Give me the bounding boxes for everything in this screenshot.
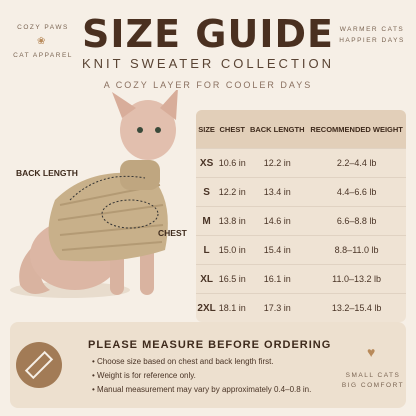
table-cell: 16.1 in <box>247 264 308 294</box>
table-cell: 11.0–13.2 lb <box>307 264 406 294</box>
brand-name: COZY PAWS <box>17 24 69 31</box>
tagline: WARMER CATS <box>339 26 405 33</box>
table-cell: 17.3 in <box>247 293 308 322</box>
column-header: SIZE <box>196 110 218 149</box>
ruler-icon <box>16 342 62 388</box>
table-cell: 12.2 in <box>217 177 248 207</box>
title: SIZE GUIDE <box>82 12 334 56</box>
table-cell: L <box>196 235 218 265</box>
table-cell: 10.6 in <box>217 148 248 178</box>
note-text: Choose size based on chest and back leng… <box>97 357 274 366</box>
brand-sub: CAT APPAREL <box>13 52 73 59</box>
table-cell: 13.2–15.4 lb <box>307 293 406 322</box>
table-cell: 15.0 in <box>217 235 248 265</box>
table-cell: 2XL <box>196 293 218 322</box>
header-row: SIZE CHEST BACK LENGTH RECOMMENDED WEIGHT <box>196 110 406 149</box>
table-cell: 13.4 in <box>247 177 308 207</box>
badge: SMALL CATS <box>345 372 401 379</box>
table-row: S 12.2 in 13.4 in 4.4–6.6 lb <box>196 177 406 207</box>
back-length-label: BACK LENGTH <box>16 168 78 178</box>
note: • Manual measurement may vary by approxi… <box>92 385 312 394</box>
table-cell: M <box>196 206 218 236</box>
subtitle: KNIT SWEATER COLLECTION <box>82 56 334 71</box>
column-header: BACK LENGTH <box>247 110 308 149</box>
table-row: L 15.0 in 15.4 in 8.8–11.0 lb <box>196 235 406 265</box>
table-cell: 8.8–11.0 lb <box>307 235 406 265</box>
tagline: HAPPIER DAYS <box>339 37 405 44</box>
table-cell: 15.4 in <box>247 235 308 265</box>
heart-icon: ♥ <box>367 344 376 360</box>
table-cell: 6.6–8.8 lb <box>307 206 406 236</box>
table-cell: 18.1 in <box>217 293 248 322</box>
paw-icon: ❀ <box>37 36 46 47</box>
table-cell: XS <box>196 148 218 178</box>
column-header: RECOMMENDED WEIGHT <box>307 110 406 149</box>
table-cell: S <box>196 177 218 207</box>
table-cell: 12.2 in <box>247 148 308 178</box>
size-table: SIZE CHEST BACK LENGTH RECOMMENDED WEIGHT X… <box>196 110 406 322</box>
note-text: Manual measurement may vary by approxima… <box>97 385 312 394</box>
table-cell: 13.8 in <box>217 206 248 236</box>
note: • Weight is for reference only. <box>92 371 196 380</box>
note-text: Weight is for reference only. <box>97 371 196 380</box>
table-row: XL 16.5 in 16.1 in 11.0–13.2 lb <box>196 264 406 294</box>
column-header: CHEST <box>217 110 248 149</box>
tagline: A COZY LAYER FOR COOLER DAYS <box>103 80 313 90</box>
table-cell: XL <box>196 264 218 294</box>
notes-box <box>10 322 406 408</box>
table-cell: 16.5 in <box>217 264 248 294</box>
note: • Choose size based on chest and back le… <box>92 357 274 366</box>
cat-illustration <box>10 90 178 298</box>
table-row: M 13.8 in 14.6 in 6.6–8.8 lb <box>196 206 406 236</box>
table-cell: 14.6 in <box>247 206 308 236</box>
table-cell: 4.4–6.6 lb <box>307 177 406 207</box>
table-cell: 2.2–4.4 lb <box>307 148 406 178</box>
notes-title: PLEASE MEASURE BEFORE ORDERING <box>88 339 332 351</box>
table-row: XS 10.6 in 12.2 in 2.2–4.4 lb <box>196 148 406 178</box>
table-row: 2XL 18.1 in 17.3 in 13.2–15.4 lb <box>196 293 406 322</box>
badge: BIG COMFORT <box>341 382 405 389</box>
chest-label: CHEST <box>158 228 187 238</box>
